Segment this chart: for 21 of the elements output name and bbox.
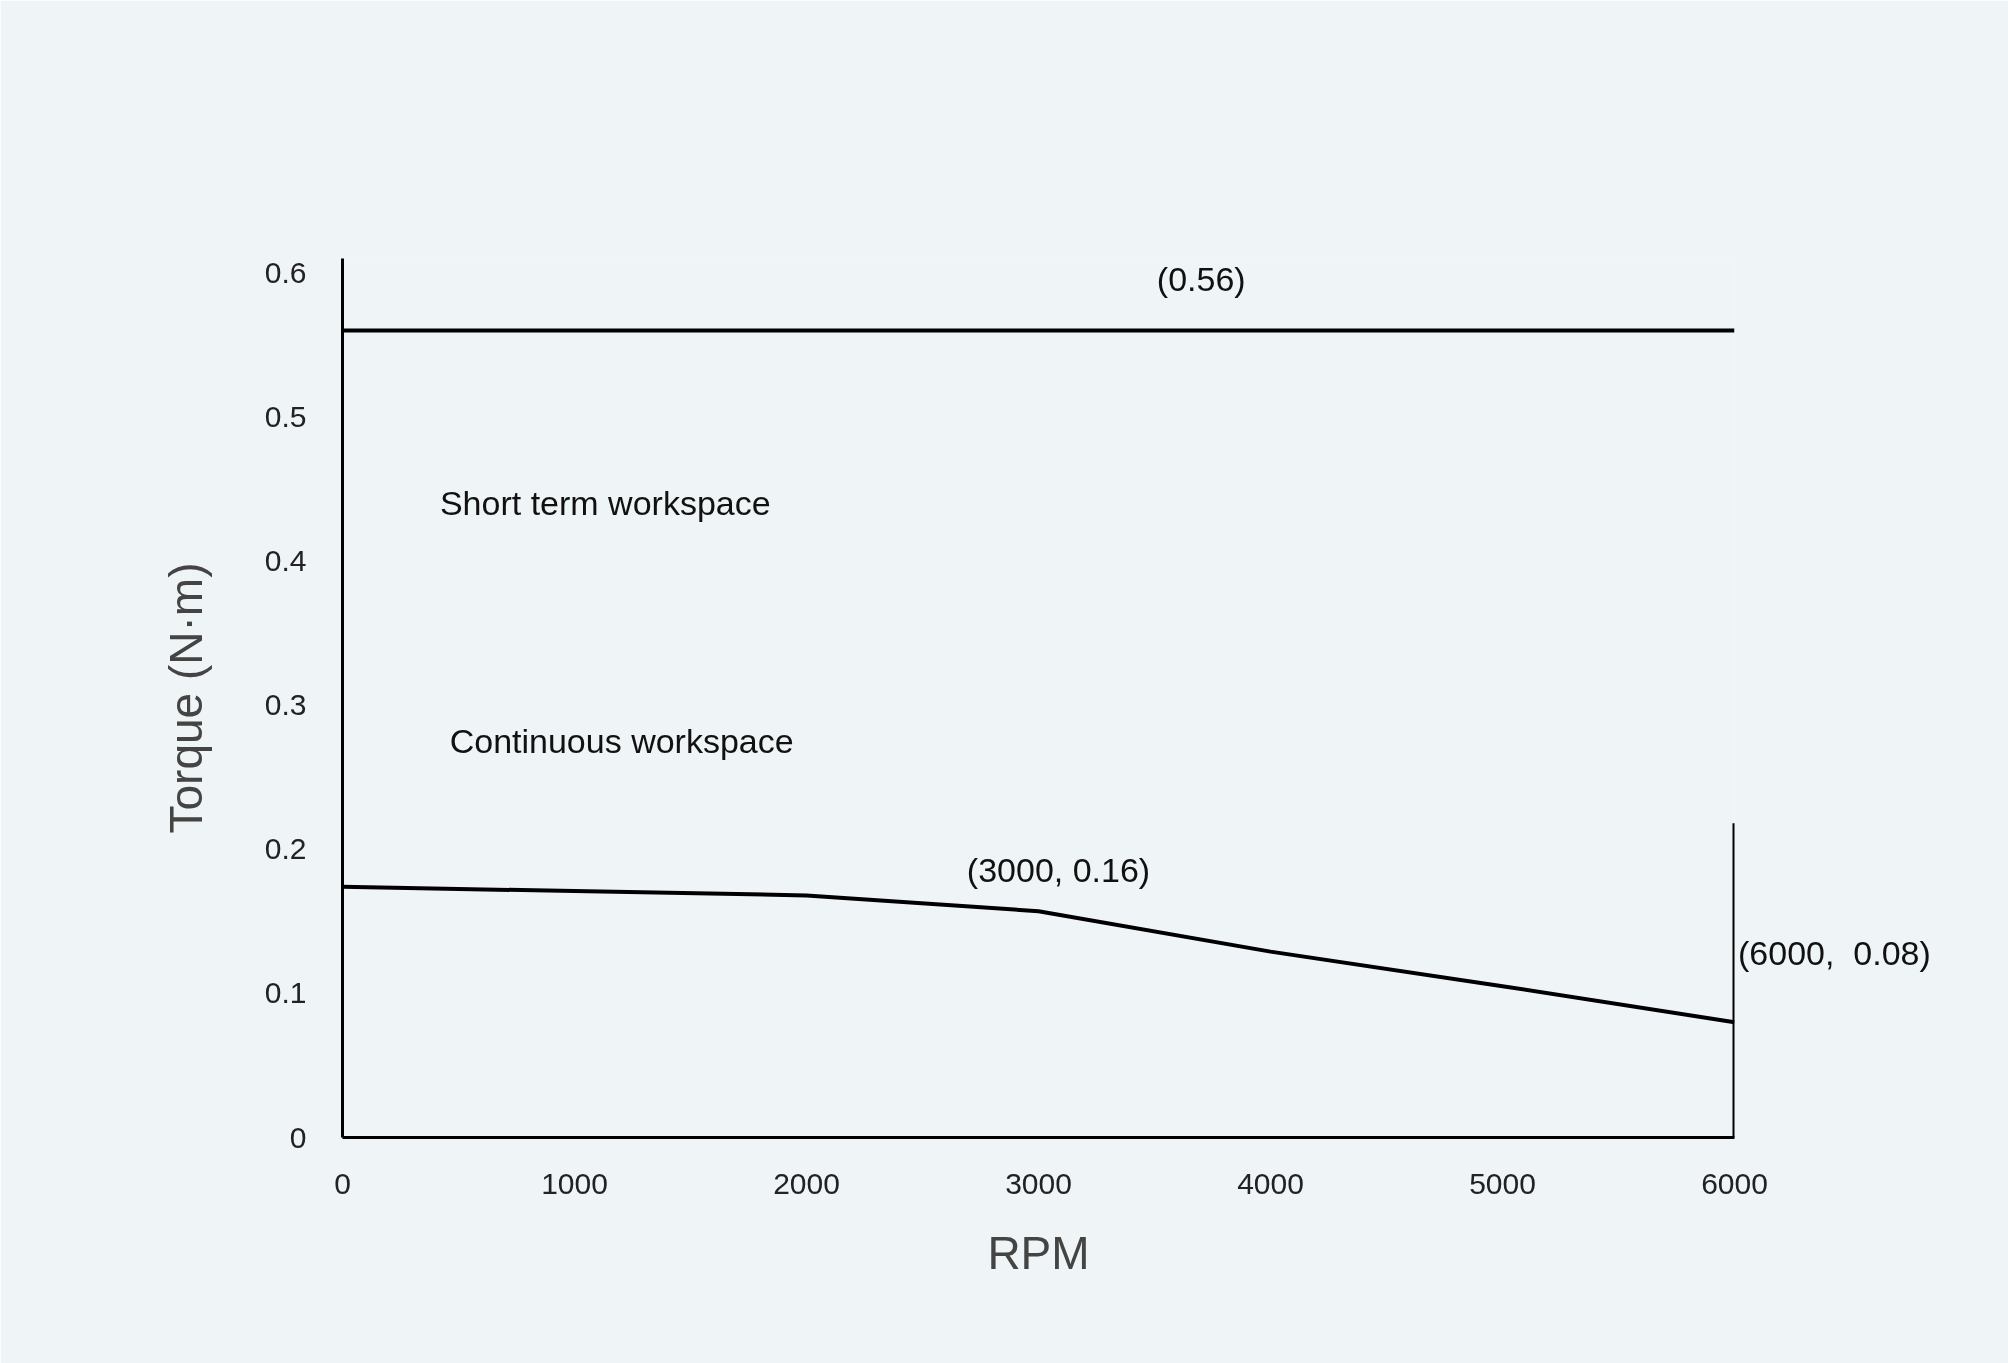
x-tick-label: 1000 [541, 1166, 608, 1200]
x-tick-label: 5000 [1469, 1166, 1536, 1200]
x-tick-label: 3000 [1005, 1166, 1072, 1200]
y-tick-label: 0.4 [264, 544, 307, 578]
annotation: Continuous workspace [449, 721, 794, 760]
y-tick-label: 0.2 [264, 832, 307, 866]
annotation: Short term workspace [439, 484, 771, 523]
y-tick-label: 0.6 [264, 255, 307, 289]
x-tick-label: 4000 [1237, 1166, 1304, 1200]
x-tick-label: 6000 [1701, 1166, 1768, 1200]
annotation: (3000, 0.16) [966, 850, 1151, 889]
y-tick-label: 0 [289, 1120, 307, 1154]
y-tick-label: 0.3 [264, 688, 307, 722]
x-tick-label: 0 [334, 1166, 351, 1200]
annotation: (0.56) [1156, 260, 1246, 299]
y-tick-label: 0.1 [264, 976, 307, 1010]
y-axis-title: Torque (N·m) [159, 562, 212, 834]
y-tick-label: 0.5 [264, 400, 307, 434]
x-tick-label: 2000 [773, 1166, 840, 1200]
x-axis-title: RPM [987, 1226, 1090, 1279]
annotation: (6000, 0.08) [1738, 934, 1931, 972]
